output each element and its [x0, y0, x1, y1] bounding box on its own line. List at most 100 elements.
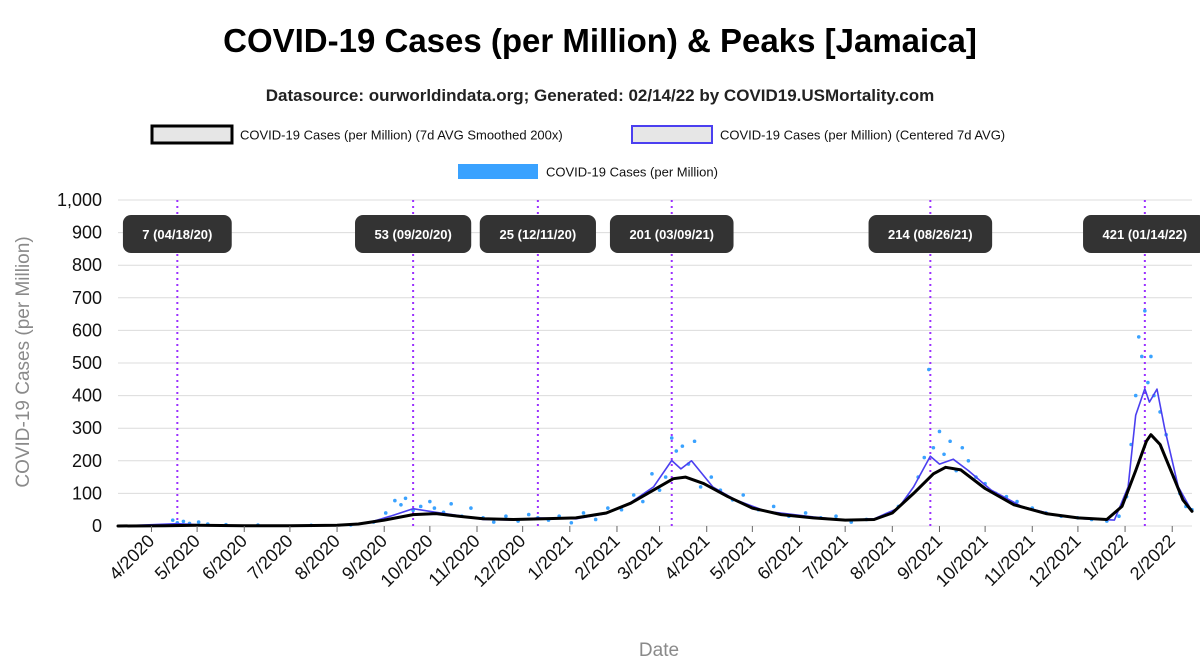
peak-label-box — [479, 215, 596, 253]
data-point — [960, 445, 965, 450]
y-tick-label: 200 — [72, 451, 102, 471]
y-tick-label: 400 — [72, 386, 102, 406]
data-point — [606, 506, 610, 510]
x-tick-label: 8/2021 — [846, 531, 899, 584]
data-point — [834, 514, 838, 519]
y-axis-title: COVID-19 Cases (per Million) — [13, 236, 34, 487]
peak-annotations: 7 (04/18/20) 53 (09/20/20) 25 (12/11/20) 20… — [122, 215, 1200, 253]
data-point — [1133, 393, 1138, 398]
data-point — [966, 459, 971, 463]
data-point — [741, 493, 746, 497]
x-tick-label: 5/2020 — [151, 531, 204, 584]
peak-label-box — [609, 215, 734, 253]
data-point — [631, 493, 636, 497]
x-tick-label: 6/2020 — [198, 531, 251, 584]
data-point — [663, 475, 668, 479]
data-point — [504, 514, 508, 519]
data-point — [1136, 335, 1141, 339]
peak-label: 421 (01/14/22) — [1103, 227, 1188, 242]
data-point — [428, 499, 432, 504]
grid-lines — [118, 199, 1192, 527]
y-tick-label: 0 — [92, 516, 102, 536]
peak-label-box — [355, 215, 472, 253]
data-point — [432, 506, 437, 510]
legend-swatch — [631, 125, 713, 144]
y-tick-label: 700 — [72, 288, 102, 308]
daily-cases-points — [170, 309, 1194, 528]
legend-label: COVID-19 Cases (per Million) (Centered 7… — [720, 128, 1005, 143]
data-point — [449, 502, 453, 506]
data-point — [709, 475, 714, 479]
data-point — [692, 439, 697, 444]
data-point — [491, 520, 496, 524]
legend-swatch — [150, 124, 234, 145]
x-tick-label: 4/2021 — [660, 531, 713, 584]
data-point — [931, 445, 936, 450]
data-point — [569, 520, 574, 525]
x-axis: 4/20205/20206/20207/20208/20209/202010/2… — [105, 526, 1179, 591]
chart-subtitle: Datasource: ourworldindata.org; Generate… — [265, 86, 935, 105]
x-tick-label: 6/2021 — [753, 531, 806, 584]
data-point — [593, 517, 598, 522]
data-point — [393, 498, 397, 503]
x-tick-label: 1/2021 — [524, 531, 577, 584]
smoothed-line — [116, 433, 1194, 528]
data-point — [1149, 354, 1153, 359]
data-point — [657, 488, 662, 492]
x-tick-label: 8/2020 — [291, 531, 344, 584]
peak-label-box — [868, 215, 993, 253]
y-tick-label: 300 — [72, 418, 102, 438]
data-point — [771, 504, 776, 509]
data-point — [526, 512, 531, 517]
data-point — [469, 506, 473, 510]
data-point — [641, 499, 645, 504]
peak-markers — [176, 200, 1146, 526]
data-point — [1139, 354, 1144, 359]
data-point — [581, 511, 586, 515]
chart-title: COVID-19 Cases (per Million) & Peaks [Ja… — [223, 22, 977, 59]
data-point — [948, 439, 952, 444]
y-tick-label: 500 — [72, 353, 102, 373]
series-lines — [116, 388, 1194, 528]
legend-label: COVID-19 Cases (per Million) — [546, 165, 718, 180]
data-point — [403, 496, 408, 501]
data-point — [680, 444, 685, 448]
data-point — [922, 455, 927, 460]
x-tick-label: 7/2021 — [799, 531, 852, 584]
data-point — [650, 472, 654, 476]
y-tick-label: 1,000 — [57, 190, 102, 210]
peak-label: 7 (04/18/20) — [142, 227, 212, 242]
data-point — [1146, 380, 1150, 385]
data-point — [803, 511, 808, 515]
peak-label-box — [122, 215, 232, 253]
legend: COVID-19 Cases (per Million) (7d AVG Smo… — [150, 124, 1005, 180]
y-tick-label: 100 — [72, 483, 102, 503]
data-point — [1143, 309, 1147, 313]
data-point — [674, 449, 679, 453]
data-point — [181, 519, 186, 524]
y-tick-label: 900 — [72, 223, 102, 243]
peak-label: 53 (09/20/20) — [374, 227, 451, 242]
legend-label: COVID-19 Cases (per Million) (7d AVG Smo… — [240, 128, 563, 143]
data-point — [418, 504, 423, 509]
x-tick-label: 4/2020 — [105, 531, 158, 584]
data-point — [1015, 499, 1019, 504]
data-point — [196, 520, 201, 524]
centered-avg-line — [117, 388, 1193, 527]
peak-label-box — [1083, 215, 1200, 253]
legend-swatch — [458, 164, 538, 179]
y-tick-label: 600 — [72, 320, 102, 340]
x-tick-label: 3/2021 — [613, 531, 666, 584]
data-point — [170, 518, 175, 522]
peak-label: 201 (03/09/21) — [629, 227, 714, 242]
data-point — [937, 429, 942, 434]
data-point — [669, 436, 674, 440]
x-tick-label: 5/2021 — [706, 531, 759, 584]
data-point — [927, 367, 931, 372]
x-tick-label: 2/2021 — [571, 531, 624, 584]
peak-label: 214 (08/26/21) — [888, 227, 973, 242]
x-axis-title: Date — [639, 640, 679, 661]
peak-label: 25 (12/11/20) — [500, 227, 577, 242]
y-axis: 0 100 200 300 400 500 600 700 800 900 1,000 — [57, 190, 102, 536]
